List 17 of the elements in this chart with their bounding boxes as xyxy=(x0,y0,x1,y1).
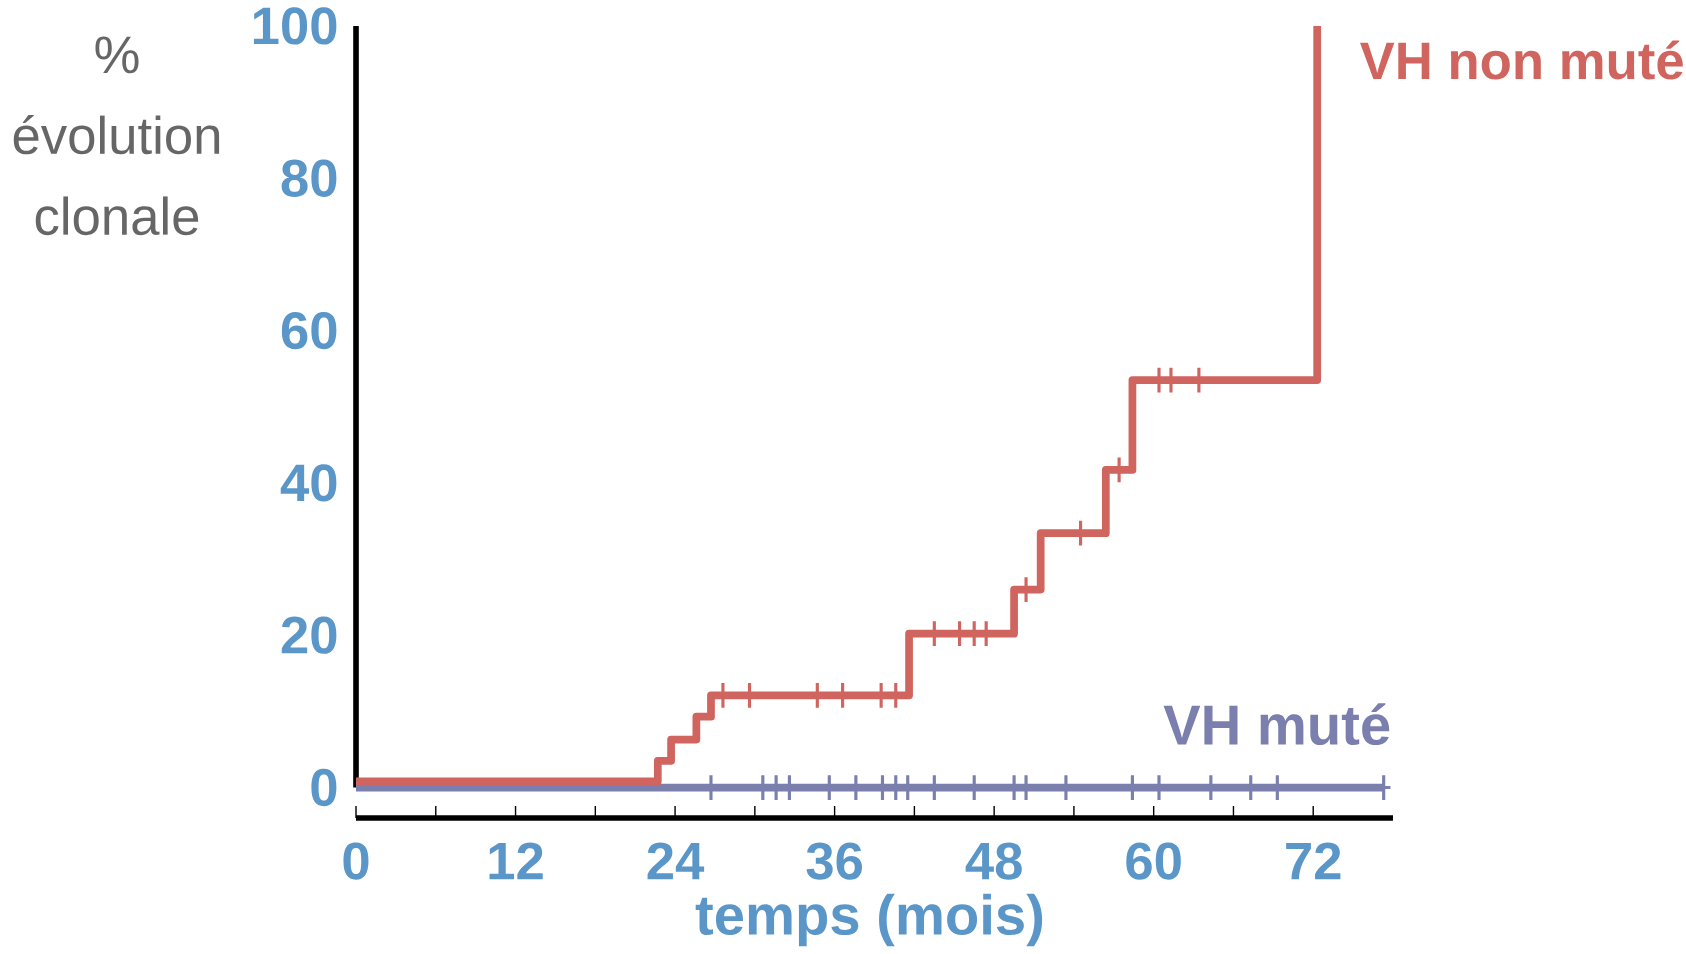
x-tick-label: 0 xyxy=(343,842,369,880)
x-axis-title: temps (mois) xyxy=(695,893,1043,947)
y-tick-label: 80 xyxy=(281,159,337,197)
y-tick-label: 20 xyxy=(281,616,337,654)
y-tick-label: 100 xyxy=(253,7,337,45)
y-axis-title: % évolution clonale xyxy=(13,36,220,236)
x-tick-label: 12 xyxy=(489,842,543,880)
x-tick-label: 24 xyxy=(647,842,705,880)
series-label: VH non muté xyxy=(1360,40,1683,80)
x-tick-label: 60 xyxy=(1126,842,1181,880)
y-tick-label: 40 xyxy=(280,464,337,502)
y-tick-label: 0 xyxy=(311,768,337,807)
x-tick-label: 36 xyxy=(806,842,862,880)
y-tick-label: 60 xyxy=(281,311,337,350)
x-tick-label: 48 xyxy=(965,842,1022,880)
series-label: VH muté xyxy=(1163,703,1390,746)
x-tick-label: 72 xyxy=(1286,842,1341,880)
